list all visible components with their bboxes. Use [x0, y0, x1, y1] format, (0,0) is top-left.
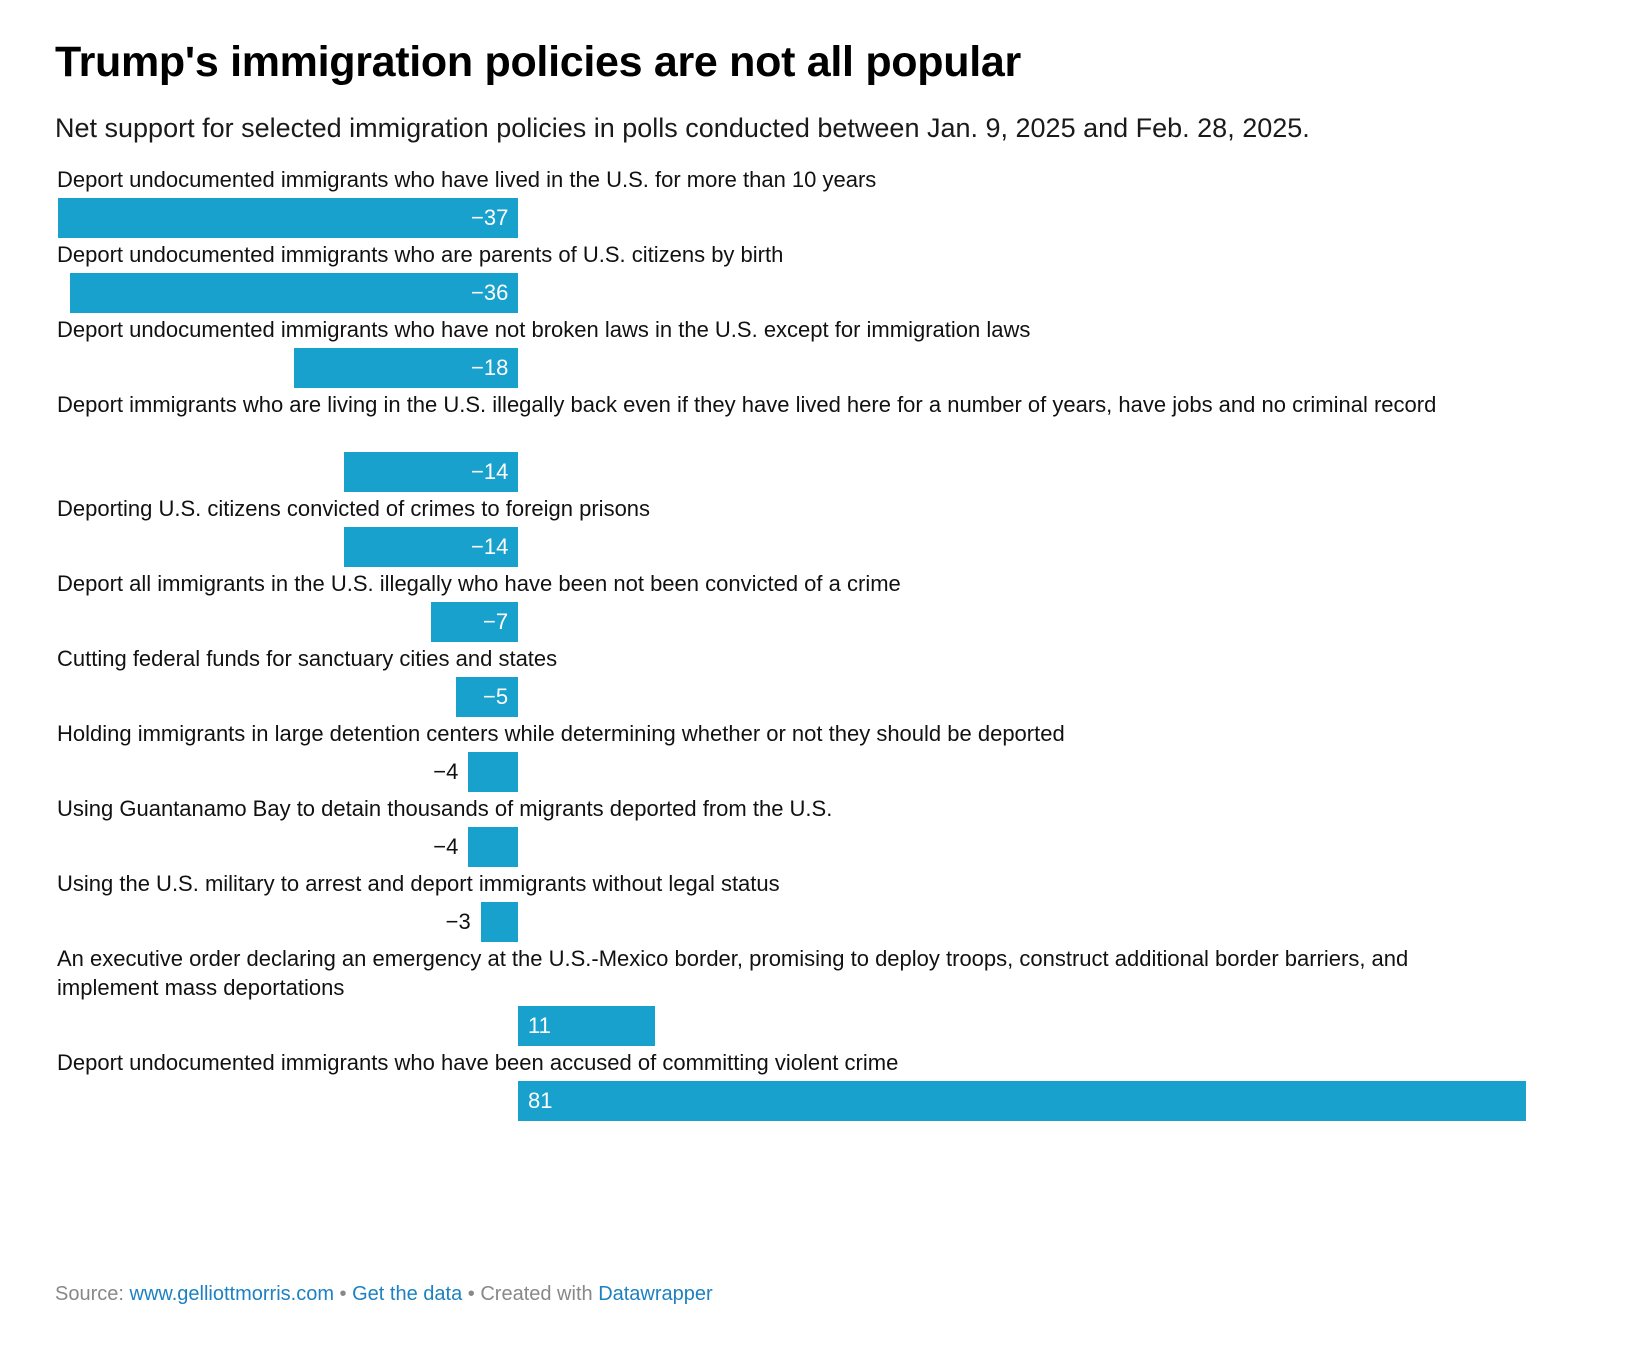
bar-value-label: −4: [433, 759, 459, 784]
bar-category-label: An executive order declaring an emergenc…: [57, 946, 1409, 1000]
source-label: Source:: [55, 1283, 124, 1305]
bar-value-label: −4: [433, 834, 459, 859]
bar: [343, 527, 518, 567]
chart-subtitle: Net support for selected immigration pol…: [55, 113, 1310, 143]
bar-value-label: 81: [528, 1088, 553, 1113]
bar-category-label: Deport immigrants who are living in the …: [57, 392, 1437, 417]
get-the-data-link[interactable]: Get the data: [352, 1283, 463, 1305]
bar-value-label: −37: [471, 205, 509, 230]
bar-category-label: Deport all immigrants in the U.S. illega…: [57, 571, 901, 596]
bar: [294, 348, 518, 388]
bar-category-label: Deport undocumented immigrants who have …: [57, 317, 1031, 342]
bar-value-label: −18: [471, 355, 509, 380]
bar: [343, 452, 518, 492]
bar-value-label: −36: [471, 280, 509, 305]
bar-value-label: −14: [471, 534, 509, 559]
bar: [468, 827, 518, 867]
bar-value-label: 11: [528, 1013, 551, 1038]
bar: [480, 902, 518, 942]
bar: [70, 273, 518, 313]
bar-value-label: −3: [445, 909, 471, 934]
chart-title: Trump's immigration policies are not all…: [55, 38, 1021, 86]
bar-category-label: Deport undocumented immigrants who have …: [57, 1050, 899, 1075]
bar-value-label: −7: [483, 609, 509, 634]
datawrapper-link[interactable]: Datawrapper: [598, 1283, 713, 1305]
bar: [518, 1006, 655, 1046]
bar: [455, 677, 518, 717]
bar: [430, 602, 518, 642]
chart-footer: Source: www.gelliottmorris.com • Get the…: [55, 1283, 713, 1306]
created-with-label: Created with: [480, 1283, 593, 1305]
source-link[interactable]: www.gelliottmorris.com: [129, 1283, 334, 1305]
bar-category-label: Deport undocumented immigrants who have …: [57, 167, 877, 192]
bar-value-label: −5: [483, 684, 509, 709]
bar-category-label: Deport undocumented immigrants who are p…: [57, 242, 784, 267]
bar-category-label: Using the U.S. military to arrest and de…: [57, 871, 780, 896]
bar: [518, 1081, 1526, 1121]
bar-value-label: −14: [471, 459, 509, 484]
bar-category-label: Holding immigrants in large detention ce…: [57, 721, 1065, 746]
bar: [468, 752, 518, 792]
bar-category-label: Deporting U.S. citizens convicted of cri…: [57, 496, 651, 521]
footer-separator: •: [467, 1283, 475, 1305]
bar-category-label: Cutting federal funds for sanctuary citi…: [57, 646, 558, 671]
bar: [57, 198, 518, 238]
bar-category-label: Using Guantanamo Bay to detain thousands…: [57, 796, 833, 821]
footer-separator: •: [339, 1283, 347, 1305]
